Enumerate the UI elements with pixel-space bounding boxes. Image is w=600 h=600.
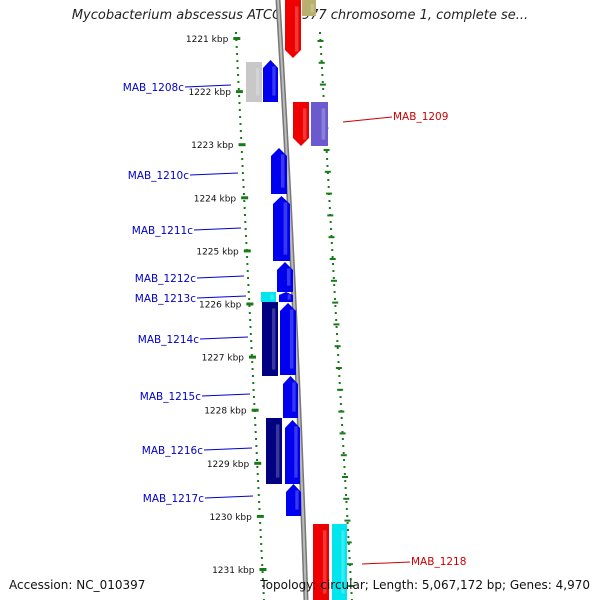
ruler-dash [339, 432, 346, 435]
tick-mark [256, 514, 264, 518]
gene-mab-1216c-dark[interactable] [266, 418, 282, 484]
tick-label: 1225 kbp [196, 247, 239, 257]
svg-text:MAB_1215c: MAB_1215c [140, 391, 201, 403]
gene-mab-1217c[interactable] [286, 484, 301, 516]
svg-text:MAB_1214c: MAB_1214c [138, 334, 199, 346]
ruler-dash [340, 454, 347, 457]
tick-label: 1224 kbp [194, 194, 237, 204]
ruler-dots-left [235, 32, 265, 600]
tick-label: 1221 kbp [186, 35, 229, 45]
gene-mab-1209[interactable] [293, 102, 309, 146]
ruler-dash [344, 519, 351, 522]
tick-label: 1228 kbp [204, 407, 247, 417]
gene-mab-1209-purple[interactable] [311, 102, 328, 146]
ruler-dash [319, 83, 326, 86]
ruler-dash [327, 214, 334, 217]
gene-mab-1216c[interactable] [285, 420, 300, 484]
svg-text:MAB_1217c: MAB_1217c [143, 493, 204, 505]
tick-mark [243, 249, 251, 253]
ruler-dash [334, 345, 341, 348]
feature-label-mab_1218[interactable]: MAB_1218 [361, 556, 466, 568]
feature-label-mab_1212c[interactable]: MAB_1212c [135, 273, 245, 285]
tick-label: 1227 kbp [202, 354, 245, 364]
gene-top-olive[interactable] [302, 0, 316, 16]
gene-mab-1213c-cyan[interactable] [261, 292, 276, 302]
tick-label: 1231 kbp [212, 566, 255, 576]
gene-mab-1211c[interactable] [273, 196, 290, 261]
accession-text: Accession: NC_010397 [9, 578, 146, 592]
ruler-dash [346, 563, 353, 566]
tick-label: 1223 kbp [191, 141, 234, 151]
gene-top-red[interactable] [285, 0, 301, 58]
svg-text:MAB_1209: MAB_1209 [393, 111, 448, 123]
tick-label: 1222 kbp [189, 88, 232, 98]
gene-mab-1213c[interactable] [279, 292, 293, 302]
gene-mab-1208c[interactable] [263, 60, 278, 102]
chromosome-backbone [275, 0, 309, 600]
feature-label-mab_1210c[interactable]: MAB_1210c [128, 170, 239, 182]
ruler-dash [324, 170, 331, 173]
ruler-dash [332, 301, 339, 304]
gene-mab-1208c-gray[interactable] [246, 62, 262, 102]
ruler-dash [318, 61, 325, 64]
feature-label-mab_1216c[interactable]: MAB_1216c [142, 445, 253, 457]
feature-labels: MAB_1208c MAB_1210c MAB_1211c MAB_1212c MAB_… [123, 82, 467, 568]
ruler-dash [333, 323, 340, 326]
ruler-dash [335, 367, 342, 369]
gene-mab-1210c[interactable] [271, 148, 287, 194]
tick-mark [233, 37, 241, 40]
tick-label: 1226 kbp [199, 301, 242, 311]
ruler-dash [330, 279, 337, 282]
ruler-dash [326, 192, 333, 195]
ruler-dash [342, 476, 349, 478]
ruler-dash [348, 585, 355, 587]
gene-mab-1214c-dark[interactable] [262, 302, 278, 376]
ruler-dash [323, 149, 330, 151]
ruler-dash [343, 497, 350, 500]
ruler-dash [338, 410, 345, 413]
ruler-dash [329, 258, 336, 260]
feature-label-mab_1217c[interactable]: MAB_1217c [143, 493, 254, 505]
gene-mab-1218-cyan[interactable] [332, 524, 347, 600]
svg-text:MAB_1208c: MAB_1208c [123, 82, 184, 94]
tick-mark [235, 90, 243, 94]
feature-label-mab_1211c[interactable]: MAB_1211c [132, 225, 242, 237]
tick-label: 1230 kbp [209, 513, 252, 523]
gene-mab-1218[interactable] [313, 524, 329, 600]
tick-mark [254, 461, 262, 465]
tick-mark [259, 568, 267, 571]
tick-mark [246, 302, 254, 306]
svg-text:MAB_1218: MAB_1218 [411, 556, 466, 568]
ruler-dash [337, 388, 344, 391]
ruler-dash [345, 541, 352, 544]
ruler-dash [317, 40, 324, 42]
feature-label-mab_1215c[interactable]: MAB_1215c [140, 391, 251, 403]
kbp-ruler: 1221 kbp 1222 kbp 1223 kbp 1224 kbp 1225 kbp… [186, 35, 267, 576]
tick-label: 1229 kbp [207, 460, 250, 470]
gene-mab-1215c[interactable] [283, 376, 298, 418]
tick-mark [249, 355, 257, 359]
feature-label-mab_1208c[interactable]: MAB_1208c [123, 82, 232, 94]
svg-text:MAB_1210c: MAB_1210c [128, 170, 189, 182]
gene-mab-1214c[interactable] [280, 303, 296, 375]
tick-mark [238, 143, 246, 147]
feature-label-mab_1214c[interactable]: MAB_1214c [138, 334, 249, 346]
svg-text:MAB_1211c: MAB_1211c [132, 225, 193, 237]
svg-text:MAB_1213c: MAB_1213c [135, 293, 196, 305]
svg-text:MAB_1212c: MAB_1212c [135, 273, 196, 285]
tick-mark [241, 196, 249, 200]
feature-track [246, 0, 347, 600]
tick-mark [251, 408, 259, 412]
ruler-dots [235, 32, 355, 600]
backbone-highlight [277, 0, 307, 600]
feature-label-mab_1209[interactable]: MAB_1209 [342, 111, 448, 123]
ruler-dash [328, 236, 335, 239]
gene-mab-1212c[interactable] [277, 262, 293, 292]
topology-summary: Topology: circular; Length: 5,067,172 bp… [260, 578, 590, 592]
feature-label-mab_1213c[interactable]: MAB_1213c [135, 293, 247, 305]
svg-text:MAB_1216c: MAB_1216c [142, 445, 203, 457]
